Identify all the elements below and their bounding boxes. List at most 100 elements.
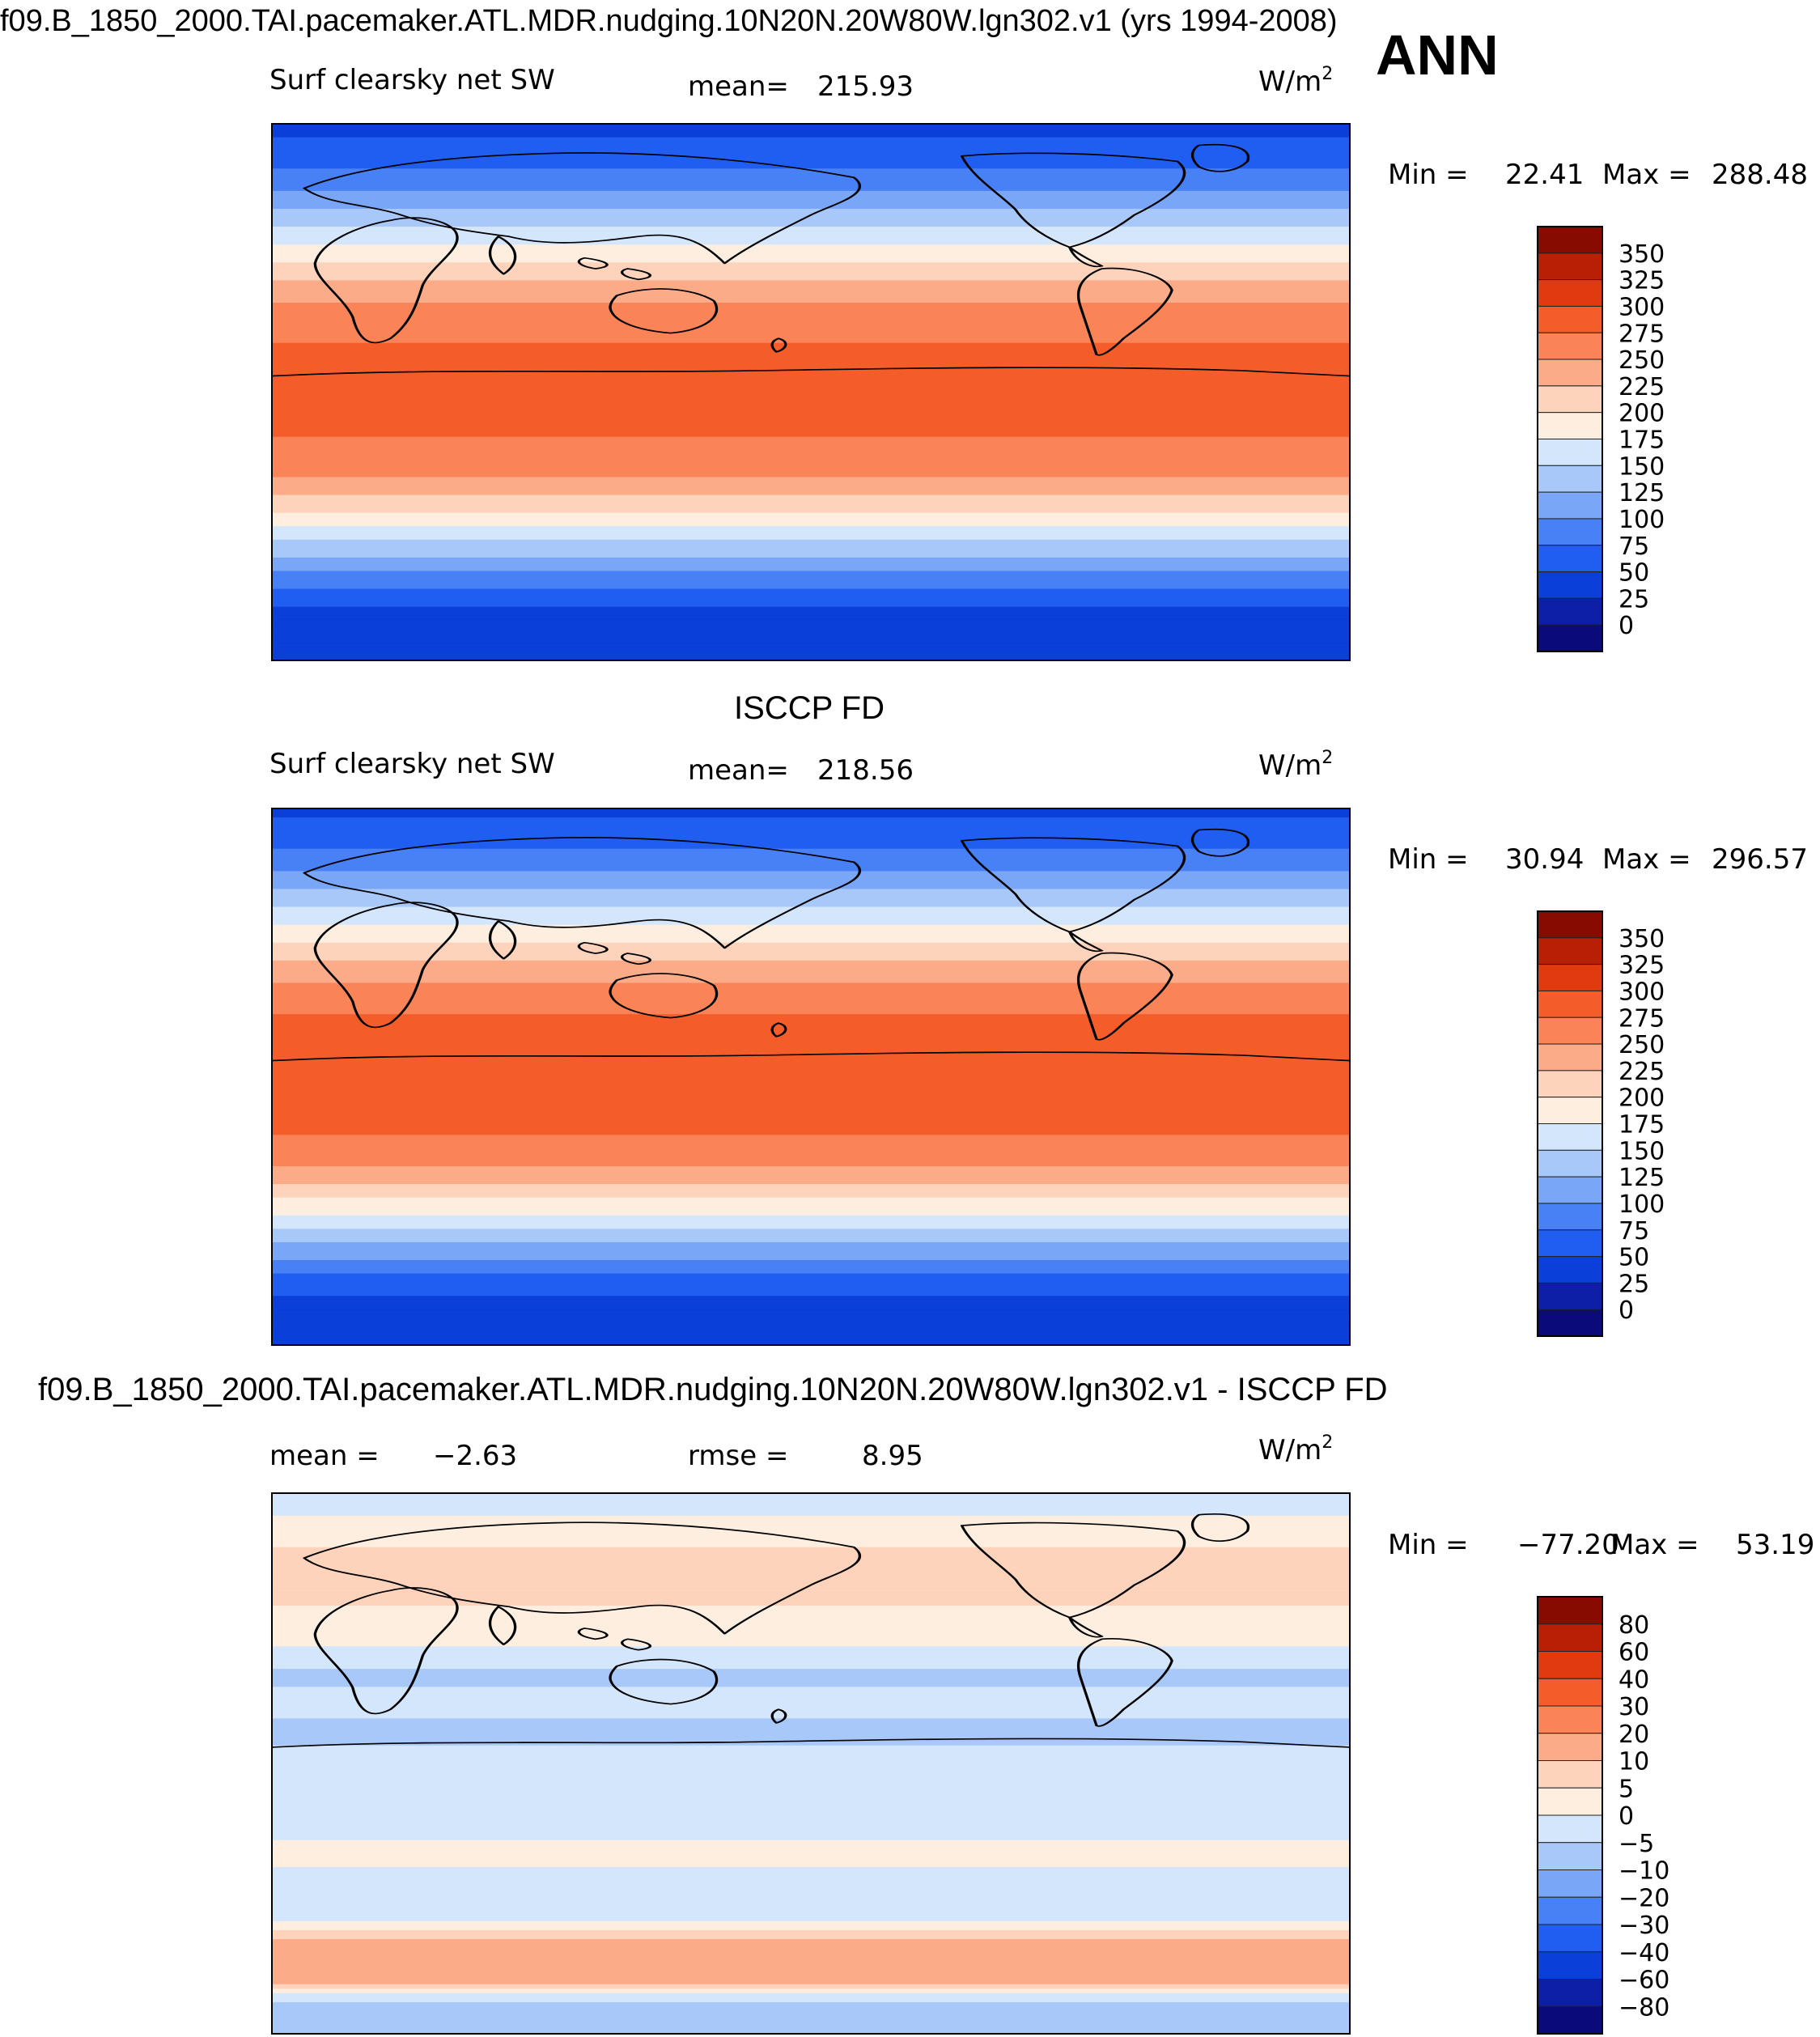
zonal-band	[272, 1551, 1350, 1557]
zonal-band	[272, 839, 1350, 846]
zonal-band	[272, 1135, 1350, 1140]
zonal-band	[272, 405, 1350, 411]
zonal-band	[272, 1027, 1350, 1033]
colorbar-swatch	[1537, 910, 1603, 939]
colorbar-tick-label: 20	[1618, 1721, 1649, 1749]
zonal-band	[272, 1511, 1350, 1517]
zonal-band	[272, 441, 1350, 447]
panel-title: f09.B_1850_2000.TAI.pacemaker.ATL.MDR.nu…	[38, 1372, 1388, 1407]
colorbar-tick-label: 325	[1618, 267, 1665, 295]
zonal-band	[272, 1704, 1350, 1711]
zonal-band	[272, 1121, 1350, 1127]
zonal-band	[272, 982, 1350, 988]
panel-variable: Surf clearsky net SW	[269, 64, 555, 96]
zonal-band	[272, 168, 1350, 174]
zonal-band	[272, 172, 1350, 179]
colorbar-swatch	[1537, 624, 1603, 652]
zonal-band	[272, 1108, 1350, 1114]
zonal-band	[272, 1980, 1350, 1985]
colorbar-tick-label: 325	[1618, 952, 1665, 980]
zonal-band	[272, 1912, 1350, 1918]
zonal-band	[272, 1889, 1350, 1895]
zonal-band	[272, 1000, 1350, 1007]
colorbar-swatch	[1537, 545, 1603, 573]
colorbar-swatch	[1537, 1678, 1603, 1707]
zonal-band	[272, 951, 1350, 957]
zonal-band	[272, 1166, 1350, 1172]
zonal-band	[272, 835, 1350, 841]
zonal-band	[272, 996, 1350, 1002]
zonal-band	[272, 1175, 1350, 1181]
zonal-band	[272, 544, 1350, 550]
zonal-band	[272, 1555, 1350, 1562]
colorbar-swatch	[1537, 1623, 1603, 1652]
zonal-band	[272, 2015, 1350, 2022]
zonal-band	[272, 137, 1350, 143]
zonal-band	[272, 1193, 1350, 1199]
zonal-band	[272, 535, 1350, 541]
colorbar-tick-label: 125	[1618, 479, 1665, 507]
zonal-band	[272, 1493, 1350, 1499]
zonal-band	[272, 624, 1350, 630]
zonal-band	[272, 477, 1350, 482]
min-value: −77.20	[1517, 1529, 1619, 1561]
zonal-band	[272, 1018, 1350, 1025]
map-frame	[271, 1492, 1351, 2035]
zonal-band	[272, 204, 1350, 210]
zonal-band	[272, 1260, 1350, 1266]
season-label: ANN	[1376, 23, 1499, 87]
zonal-band	[272, 557, 1350, 563]
units-base: W/m	[1258, 1434, 1322, 1466]
zonal-band	[272, 1799, 1350, 1806]
zonal-band	[272, 499, 1350, 505]
zonal-band	[272, 1908, 1350, 1913]
zonal-band	[272, 1619, 1350, 1625]
zonal-band	[272, 562, 1350, 567]
max-value: 296.57	[1712, 843, 1808, 876]
min-label: Min =	[1388, 843, 1469, 876]
zonal-band	[272, 1139, 1350, 1145]
colorbar-swatch	[1537, 990, 1603, 1018]
zonal-band	[272, 151, 1350, 156]
zonal-band	[272, 1156, 1350, 1163]
zonal-band	[272, 857, 1350, 864]
zonal-band	[272, 383, 1350, 388]
zonal-band	[272, 862, 1350, 868]
zonal-band	[272, 1152, 1350, 1158]
zonal-band	[272, 369, 1350, 376]
colorbar-swatch	[1537, 1705, 1603, 1734]
colorbar-tick-label: 5	[1618, 1775, 1634, 1803]
zonal-band	[272, 575, 1350, 581]
colorbar-tick-label: 175	[1618, 1111, 1665, 1139]
zonal-band	[272, 190, 1350, 197]
zonal-band	[272, 1862, 1350, 1869]
colorbar-frame	[1537, 226, 1603, 652]
zonal-band	[272, 177, 1350, 183]
zonal-band	[272, 866, 1350, 872]
colorbar-tick-label: 250	[1618, 346, 1665, 375]
zonal-band	[272, 969, 1350, 975]
zonal-band	[272, 526, 1350, 532]
panel-model: Surf clearsky net SW mean= 215.93 W/m2 M…	[269, 64, 1808, 661]
zonal-band	[272, 1296, 1350, 1301]
zonal-band	[272, 1754, 1350, 1760]
zonal-band	[272, 1601, 1350, 1607]
colorbar-swatch	[1537, 491, 1603, 520]
zonal-band	[272, 889, 1350, 894]
zonal-band	[272, 1817, 1350, 1823]
zonal-band	[272, 1287, 1350, 1292]
zonal-band	[272, 133, 1350, 138]
zonal-band	[272, 539, 1350, 545]
zonal-band	[272, 356, 1350, 362]
zonal-band	[272, 1732, 1350, 1738]
zonal-band	[272, 1606, 1350, 1611]
colorbar-swatch	[1537, 1123, 1603, 1151]
zonal-band	[272, 1041, 1350, 1046]
zonal-band	[272, 374, 1350, 380]
zonal-band	[272, 1520, 1350, 1526]
zonal-band	[272, 1772, 1350, 1778]
colorbar-swatch	[1537, 1176, 1603, 1204]
zonal-bands	[272, 1493, 1350, 2034]
zonal-band	[272, 342, 1350, 349]
